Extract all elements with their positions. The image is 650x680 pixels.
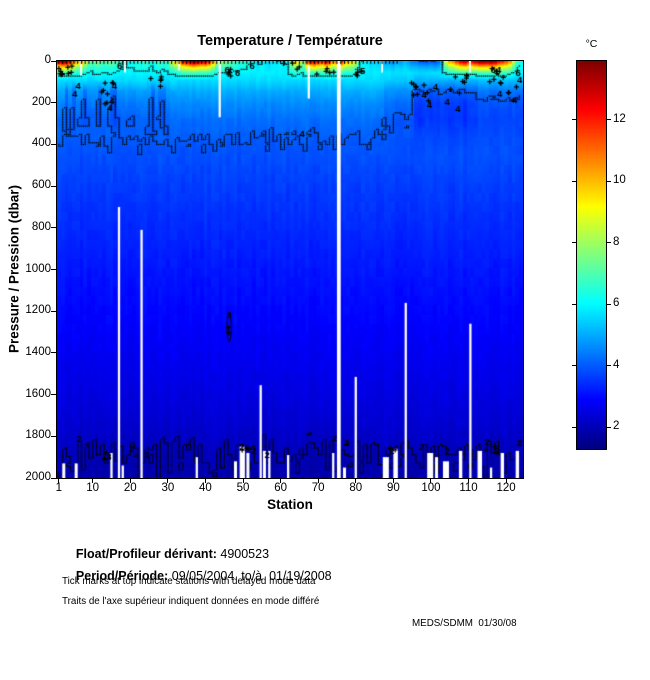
x-tick-mark (204, 478, 206, 483)
y-tick-label: 2000 (25, 471, 51, 483)
y-tick-mark (51, 394, 56, 396)
x-tick-mark (505, 478, 507, 483)
colorbar-tick-label: 8 (613, 235, 620, 248)
colorbar-unit-label: °C (585, 38, 598, 50)
colorbar-tick-mark (572, 119, 576, 120)
float-id-label: Float/Profileur dérivant: (75, 547, 217, 561)
temperature-heatmap-canvas (57, 61, 523, 478)
delayed-mode-note-en: Tick marks at top indicate stations with… (62, 576, 316, 587)
y-tick-label: 400 (31, 137, 51, 150)
delayed-mode-note-fr: Traits de l'axe supérieur indiquent donn… (62, 596, 320, 607)
colorbar-tick-label: 10 (613, 174, 626, 187)
y-tick-mark (51, 477, 56, 479)
x-tick-label: 110 (459, 482, 478, 494)
colorbar-tick-mark (607, 119, 611, 120)
colorbar-tick-mark (607, 303, 611, 305)
x-tick-mark (242, 478, 244, 483)
x-tick-mark (129, 478, 131, 483)
y-tick-mark (51, 143, 56, 145)
x-tick-mark (355, 478, 357, 483)
x-tick-label: 60 (274, 482, 287, 494)
colorbar-tick-mark (607, 365, 611, 367)
colorbar-tick-mark (572, 242, 576, 244)
colorbar-tick-mark (572, 180, 576, 182)
x-tick-mark (317, 478, 319, 483)
colorbar-tick-mark (572, 365, 576, 367)
float-id-line: Float/Profileur dérivant: 4900523 (62, 533, 269, 575)
x-tick-label: 1 (55, 482, 63, 494)
y-tick-label: 1200 (25, 304, 51, 317)
y-tick-mark (51, 227, 56, 229)
plot-area-border (56, 60, 524, 479)
float-id-value: 4900523 (216, 547, 270, 561)
colorbar-tick-mark (572, 303, 576, 305)
y-tick-mark (51, 185, 56, 187)
colorbar-tick-mark (607, 180, 611, 182)
x-tick-mark (167, 478, 169, 483)
x-tick-label: 80 (349, 482, 363, 494)
x-tick-mark (58, 478, 60, 483)
y-tick-mark (51, 435, 56, 437)
y-tick-mark (51, 352, 56, 354)
x-tick-mark (430, 478, 432, 483)
x-tick-label: 10 (86, 482, 100, 494)
y-tick-label: 1800 (25, 429, 51, 442)
x-tick-mark (92, 478, 94, 483)
x-tick-mark (468, 478, 469, 483)
y-tick-label: 600 (31, 179, 51, 192)
colorbar-tick-mark (607, 426, 611, 428)
y-tick-label: 1600 (25, 387, 51, 400)
x-axis-label: Station (267, 497, 313, 512)
colorbar-tick-label: 2 (613, 420, 620, 433)
x-tick-label: 70 (311, 482, 325, 494)
colorbar-border (576, 60, 607, 450)
x-tick-label: 40 (199, 482, 212, 494)
x-tick-label: 90 (386, 482, 400, 494)
colorbar-tick-label: 6 (613, 297, 620, 310)
y-tick-label: 800 (31, 220, 51, 233)
colorbar-tick-mark (572, 426, 576, 428)
meds-credit: MEDS/SDMM 01/30/08 (412, 618, 517, 629)
colorbar-tick-label: 4 (613, 358, 620, 371)
period-value: 09/05/2004 to/à 01/19/2008 (168, 569, 332, 583)
y-tick-label: 0 (44, 54, 51, 66)
x-tick-label: 120 (496, 482, 516, 494)
colorbar-tick-label: 12 (613, 112, 626, 125)
chart-title: Temperature / Température (197, 33, 383, 49)
y-tick-mark (51, 102, 56, 104)
y-tick-mark (51, 60, 56, 62)
x-tick-mark (280, 478, 282, 483)
y-tick-label: 1000 (25, 262, 51, 275)
y-tick-mark (51, 310, 56, 312)
colorbar-canvas (577, 61, 606, 449)
colorbar-tick-mark (607, 242, 611, 244)
x-tick-label: 50 (236, 482, 250, 494)
period-line: Period/Période: 09/05/2004 to/à 01/19/20… (62, 555, 332, 597)
x-tick-label: 100 (421, 482, 441, 494)
y-tick-label: 1400 (25, 345, 51, 358)
y-tick-mark (51, 269, 56, 270)
y-tick-label: 200 (31, 95, 51, 108)
period-label: Period/Période: (75, 569, 169, 583)
x-tick-mark (392, 478, 394, 483)
x-tick-label: 30 (161, 482, 175, 494)
x-tick-label: 20 (123, 482, 137, 494)
